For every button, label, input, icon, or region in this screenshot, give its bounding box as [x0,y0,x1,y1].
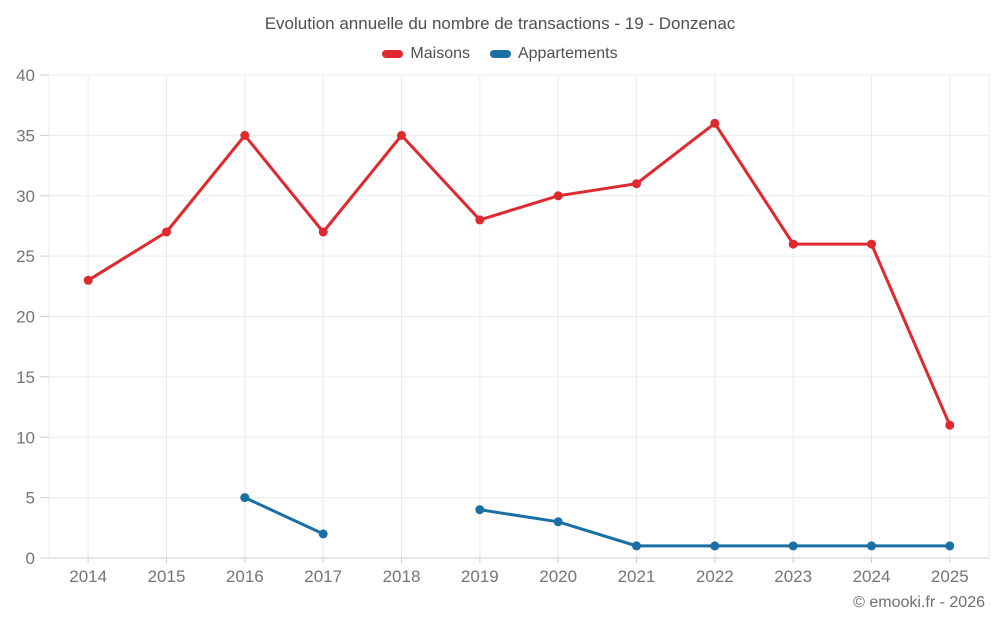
x-axis-tick-label: 2017 [304,567,342,586]
data-point-maisons-2017[interactable] [318,227,328,237]
data-point-appartements-2020[interactable] [553,517,563,527]
data-point-maisons-2025[interactable] [945,420,955,430]
data-point-appartements-2019[interactable] [475,505,485,515]
x-axis-tick-label: 2023 [774,567,812,586]
chart-legend: Maisons Appartements [0,45,1000,63]
y-axis-tick-label: 10 [16,428,35,447]
y-axis-tick-label: 35 [16,126,35,145]
x-axis-tick-label: 2014 [69,567,107,586]
y-axis-tick-label: 20 [16,308,35,327]
data-point-appartements-2024[interactable] [867,541,876,551]
data-point-maisons-2020[interactable] [553,191,563,201]
x-axis-tick-label: 2022 [696,567,734,586]
x-axis-tick-label: 2018 [383,567,421,586]
data-point-appartements-2022[interactable] [710,541,720,551]
chart-title: Evolution annuelle du nombre de transact… [264,14,736,33]
legend-label-appartements: Appartements [517,45,618,62]
x-axis-tick-label: 2016 [226,567,264,586]
data-point-maisons-2016[interactable] [240,130,250,140]
legend-label-maisons: Maisons [410,45,470,62]
x-axis-tick-label: 2020 [539,567,577,586]
data-point-appartements-2023[interactable] [788,541,798,551]
data-point-maisons-2022[interactable] [710,118,720,128]
y-axis-tick-label: 40 [16,66,35,85]
data-point-maisons-2023[interactable] [788,239,798,249]
data-point-maisons-2015[interactable] [162,227,171,237]
legend-swatch-maisons [382,50,404,58]
legend-item-maisons[interactable]: Maisons [382,45,470,63]
y-axis-tick-label: 5 [26,489,35,508]
data-point-maisons-2021[interactable] [632,179,641,189]
data-point-appartements-2021[interactable] [632,541,641,551]
x-axis-tick-label: 2019 [461,567,499,586]
copyright-watermark: © emooki.fr - 2026 [853,594,985,611]
data-point-appartements-2025[interactable] [945,541,955,551]
y-axis-tick-label: 30 [16,187,35,206]
x-axis-tick-label: 2025 [931,567,969,586]
data-point-maisons-2018[interactable] [397,130,406,140]
x-axis-tick-label: 2024 [853,567,891,586]
data-point-maisons-2024[interactable] [867,239,876,249]
data-point-appartements-2016[interactable] [240,493,250,503]
data-point-maisons-2014[interactable] [83,275,93,285]
legend-item-appartements[interactable]: Appartements [489,45,618,63]
y-axis-tick-label: 0 [26,549,35,568]
series-line-maisons [86,121,952,427]
data-point-maisons-2019[interactable] [475,215,485,225]
x-axis-tick-label: 2015 [148,567,186,586]
x-axis-tick-label: 2021 [618,567,656,586]
y-axis-tick-label: 25 [16,247,35,266]
data-point-appartements-2017[interactable] [318,529,328,539]
series-line-appartements [243,496,952,548]
y-axis-tick-label: 15 [16,368,35,387]
legend-swatch-appartements [489,50,511,58]
